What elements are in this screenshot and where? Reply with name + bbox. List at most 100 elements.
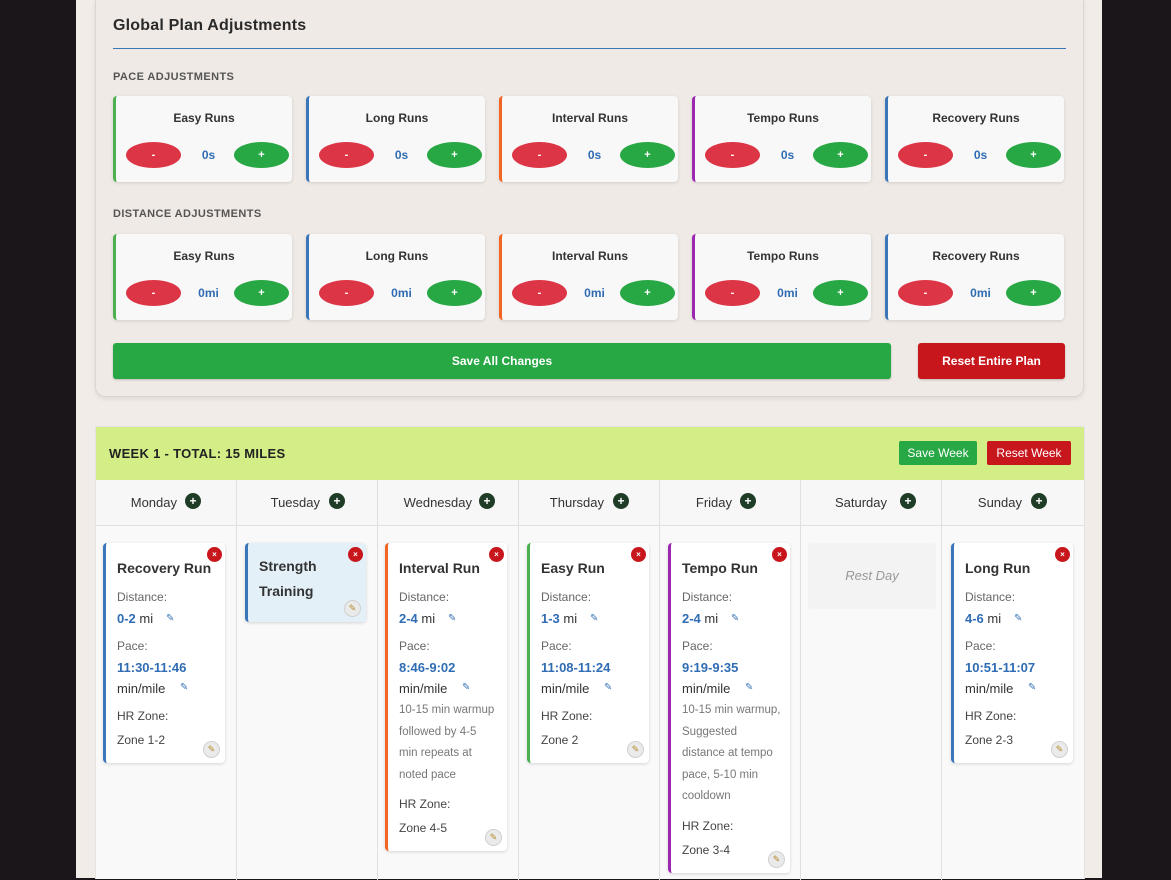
increase-button[interactable]: + bbox=[1006, 280, 1061, 306]
delete-workout-button[interactable]: × bbox=[207, 547, 222, 562]
distance-adjustments-row: Easy Runs - 0mi + Long Runs - 0mi + Inte… bbox=[113, 234, 1067, 322]
increase-button[interactable]: + bbox=[234, 142, 289, 168]
edit-pace-icon[interactable]: ✎ bbox=[604, 682, 613, 693]
pace-label: Pace: bbox=[399, 639, 430, 653]
day-name: Tuesday bbox=[270, 495, 320, 510]
adjust-card-name: Tempo Runs bbox=[747, 249, 819, 263]
pace-section-label: PACE ADJUSTMENTS bbox=[113, 71, 235, 83]
hr-zone-label: HR Zone: bbox=[117, 709, 169, 723]
hr-zone-value: Zone 2-3 bbox=[965, 733, 1014, 747]
decrease-button[interactable]: - bbox=[705, 280, 760, 306]
distance-value: 2-4 mi bbox=[399, 611, 435, 626]
add-workout-button[interactable]: + bbox=[900, 493, 916, 509]
increase-button[interactable]: + bbox=[234, 280, 289, 306]
day-column-thursday: Thursday + Easy Run × Distance: 1-3 mi ✎… bbox=[519, 480, 660, 880]
week-1-schedule: WEEK 1 - TOTAL: 15 MILES Save Week Reset… bbox=[95, 426, 1085, 880]
notes-icon[interactable]: ✎ bbox=[344, 600, 361, 617]
workout-card-long-run[interactable]: Long Run × Distance: 4-6 mi ✎ Pace: 10:5… bbox=[951, 543, 1073, 763]
delete-workout-button[interactable]: × bbox=[489, 547, 504, 562]
workout-card-strength-training[interactable]: Strength Training × ✎ bbox=[245, 543, 366, 622]
add-workout-button[interactable]: + bbox=[479, 493, 495, 509]
adjust-card-name: Recovery Runs bbox=[932, 111, 1020, 125]
pace-card-interval: Interval Runs - 0s + bbox=[499, 96, 678, 182]
increase-button[interactable]: + bbox=[620, 280, 675, 306]
notes-icon[interactable]: ✎ bbox=[485, 829, 502, 846]
panel-divider bbox=[113, 48, 1066, 49]
pace-value: 9:19-9:35 bbox=[682, 660, 739, 675]
edit-distance-icon[interactable]: ✎ bbox=[166, 613, 175, 624]
workout-card-interval-run[interactable]: Interval Run × Distance: 2-4 mi ✎ Pace: … bbox=[385, 543, 507, 851]
save-all-changes-button[interactable]: Save All Changes bbox=[113, 343, 891, 379]
notes-line: 10-15 min warmup bbox=[399, 704, 495, 716]
workout-card-tempo-run[interactable]: Tempo Run × Distance: 2-4 mi ✎ Pace: 9:1… bbox=[668, 543, 790, 873]
day-header: Sunday + bbox=[942, 480, 1084, 526]
pace-adjustments-row: Easy Runs - 0s + Long Runs - 0s + Interv… bbox=[113, 96, 1067, 184]
pace-unit: min/mile bbox=[682, 681, 731, 696]
increase-button[interactable]: + bbox=[813, 280, 868, 306]
workout-card-recovery-run[interactable]: Recovery Run × Distance: 0-2 mi ✎ Pace: … bbox=[103, 543, 225, 763]
decrease-button[interactable]: - bbox=[898, 280, 953, 306]
edit-pace-icon[interactable]: ✎ bbox=[745, 682, 754, 693]
increase-button[interactable]: + bbox=[427, 142, 482, 168]
day-column-saturday: Saturday + Rest Day bbox=[801, 480, 942, 880]
notes-icon[interactable]: ✎ bbox=[627, 741, 644, 758]
add-workout-button[interactable]: + bbox=[1031, 493, 1047, 509]
edit-pace-icon[interactable]: ✎ bbox=[1028, 682, 1037, 693]
decrease-button[interactable]: - bbox=[319, 142, 374, 168]
distance-unit: mi bbox=[139, 611, 154, 626]
hr-zone-label: HR Zone: bbox=[682, 819, 734, 833]
save-week-button[interactable]: Save Week bbox=[899, 441, 977, 465]
edit-pace-icon[interactable]: ✎ bbox=[180, 682, 189, 693]
notes-icon[interactable]: ✎ bbox=[203, 741, 220, 758]
increase-button[interactable]: + bbox=[620, 142, 675, 168]
adjust-value: 0s bbox=[780, 148, 795, 162]
edit-distance-icon[interactable]: ✎ bbox=[590, 613, 599, 624]
distance-unit: mi bbox=[563, 611, 578, 626]
distance-range: 0-2 bbox=[117, 611, 136, 626]
increase-button[interactable]: + bbox=[1006, 142, 1061, 168]
add-workout-button[interactable]: + bbox=[329, 493, 345, 509]
delete-workout-button[interactable]: × bbox=[348, 547, 363, 562]
delete-workout-button[interactable]: × bbox=[631, 547, 646, 562]
reset-week-button[interactable]: Reset Week bbox=[987, 441, 1071, 465]
hr-zone-value: Zone 2 bbox=[541, 733, 579, 747]
decrease-button[interactable]: - bbox=[319, 280, 374, 306]
decrease-button[interactable]: - bbox=[705, 142, 760, 168]
workout-title: Interval Run bbox=[399, 560, 480, 576]
decrease-button[interactable]: - bbox=[126, 280, 181, 306]
add-workout-button[interactable]: + bbox=[185, 493, 201, 509]
notes-icon[interactable]: ✎ bbox=[1051, 741, 1068, 758]
edit-pace-icon[interactable]: ✎ bbox=[462, 682, 471, 693]
distance-card-tempo: Tempo Runs - 0mi + bbox=[692, 234, 871, 320]
edit-distance-icon[interactable]: ✎ bbox=[731, 613, 740, 624]
notes-line: distance at tempo bbox=[682, 747, 773, 759]
distance-range: 4-6 bbox=[965, 611, 984, 626]
workout-title: Tempo Run bbox=[682, 560, 758, 576]
workout-card-easy-run[interactable]: Easy Run × Distance: 1-3 mi ✎ Pace: 11:0… bbox=[527, 543, 649, 763]
pace-value: 11:30-11:46 bbox=[117, 660, 187, 675]
decrease-button[interactable]: - bbox=[126, 142, 181, 168]
add-workout-button[interactable]: + bbox=[613, 493, 629, 509]
edit-distance-icon[interactable]: ✎ bbox=[448, 613, 457, 624]
delete-workout-button[interactable]: × bbox=[772, 547, 787, 562]
increase-button[interactable]: + bbox=[813, 142, 868, 168]
decrease-button[interactable]: - bbox=[898, 142, 953, 168]
increase-button[interactable]: + bbox=[427, 280, 482, 306]
edit-distance-icon[interactable]: ✎ bbox=[1014, 613, 1023, 624]
adjust-value: 0s bbox=[587, 148, 602, 162]
distance-card-long: Long Runs - 0mi + bbox=[306, 234, 485, 320]
hr-zone-label: HR Zone: bbox=[399, 797, 451, 811]
notes-line: 10-15 min warmup, bbox=[682, 704, 781, 716]
day-header: Friday + bbox=[660, 480, 800, 526]
decrease-button[interactable]: - bbox=[512, 142, 567, 168]
delete-workout-button[interactable]: × bbox=[1055, 547, 1070, 562]
decrease-button[interactable]: - bbox=[512, 280, 567, 306]
distance-value: 1-3 mi bbox=[541, 611, 577, 626]
workout-title-line: Training bbox=[259, 583, 314, 599]
adjust-value: 0mi bbox=[584, 286, 605, 300]
add-workout-button[interactable]: + bbox=[740, 493, 756, 509]
notes-icon[interactable]: ✎ bbox=[768, 851, 785, 868]
adjust-card-name: Easy Runs bbox=[173, 111, 235, 125]
distance-range: 2-4 bbox=[682, 611, 701, 626]
reset-entire-plan-button[interactable]: Reset Entire Plan bbox=[918, 343, 1065, 379]
